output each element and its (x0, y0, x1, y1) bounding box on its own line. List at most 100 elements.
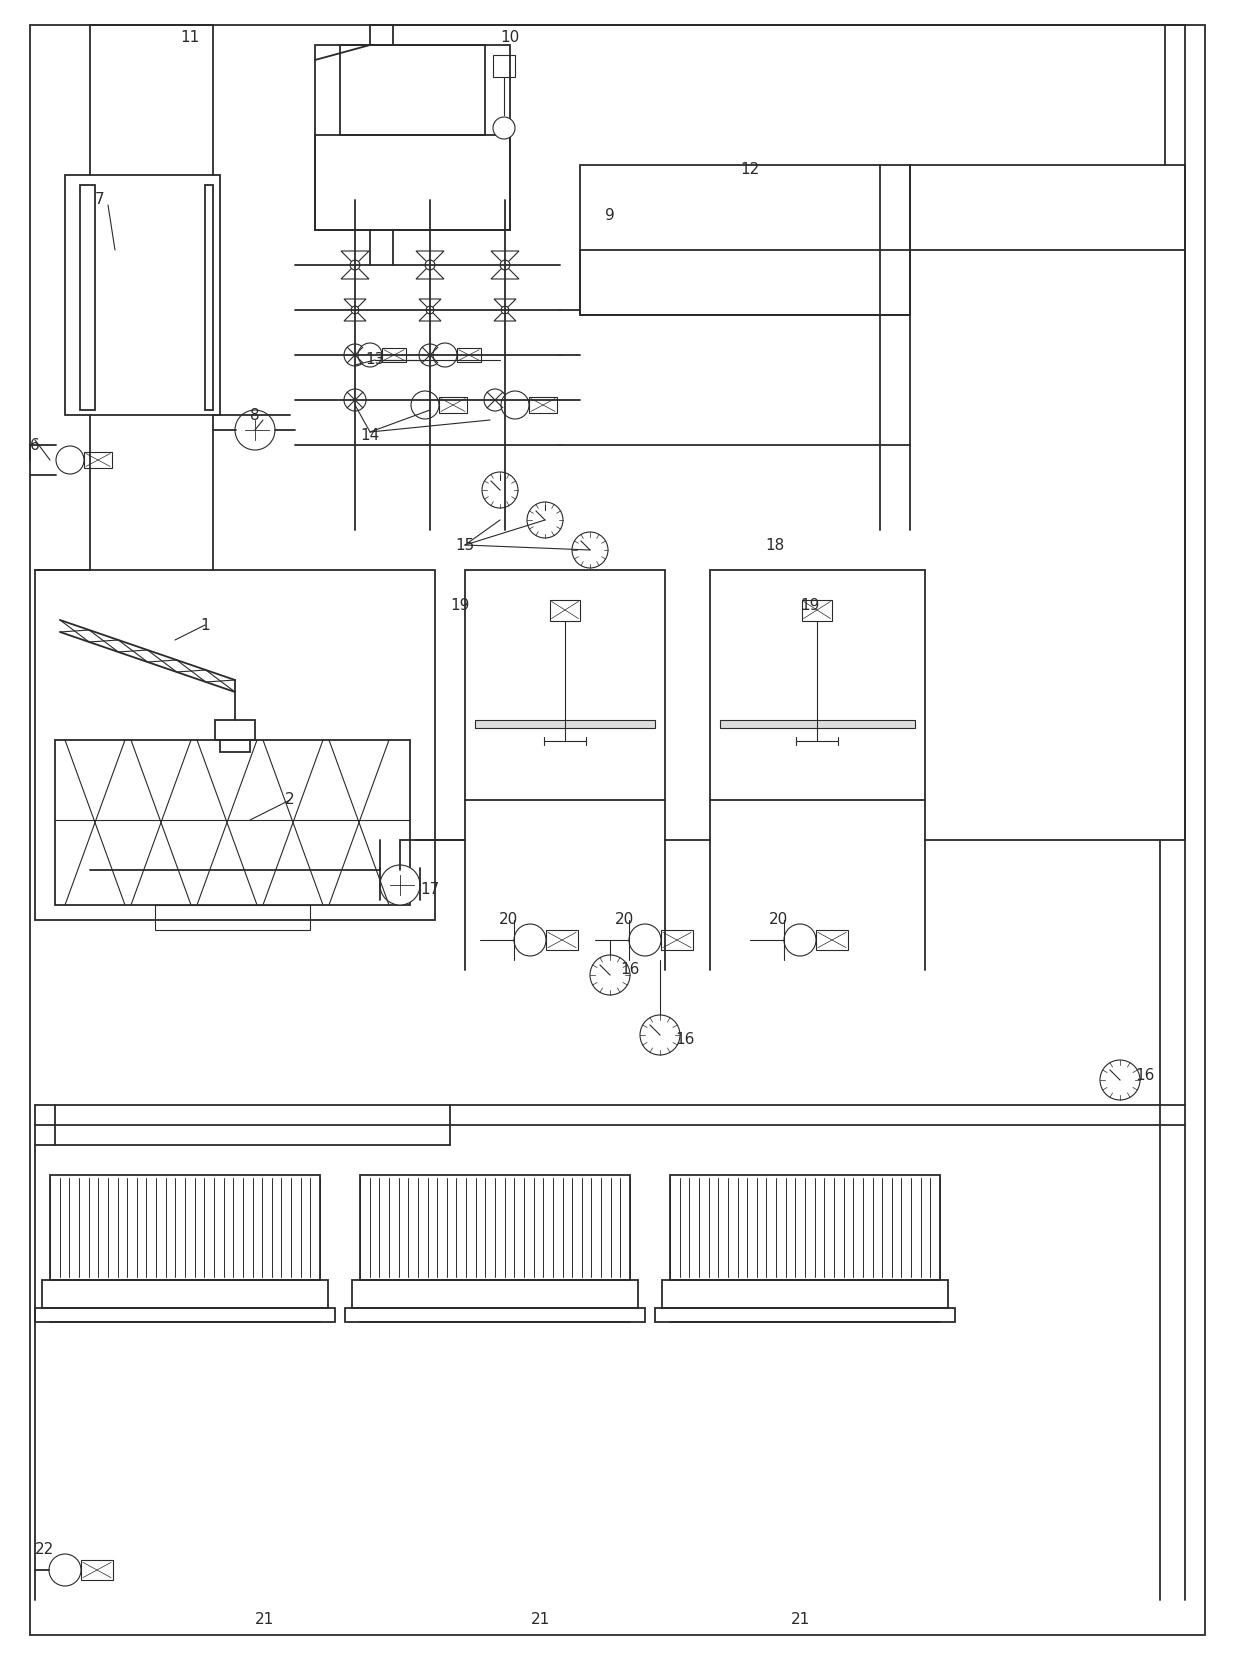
Circle shape (358, 342, 382, 367)
Text: 8: 8 (250, 407, 260, 423)
Bar (340, 45, 485, 135)
Bar (661, 930, 693, 950)
Bar (35, 569, 435, 920)
Bar (360, 1176, 630, 1279)
Bar (580, 250, 910, 316)
Bar (84, 451, 112, 468)
Bar (439, 396, 467, 414)
Text: 21: 21 (255, 1613, 274, 1628)
Circle shape (433, 342, 458, 367)
Circle shape (343, 389, 366, 411)
Circle shape (351, 306, 358, 314)
Circle shape (343, 344, 366, 366)
Bar (801, 600, 832, 621)
Bar (382, 347, 405, 362)
Text: 19: 19 (450, 598, 470, 613)
Bar (215, 720, 255, 740)
Text: 20: 20 (615, 912, 635, 927)
Text: 21: 21 (790, 1613, 810, 1628)
Text: 6: 6 (30, 438, 40, 453)
Bar (816, 930, 848, 950)
Text: 16: 16 (1136, 1067, 1154, 1082)
Polygon shape (343, 299, 366, 311)
Polygon shape (341, 266, 370, 279)
Bar (345, 1308, 645, 1323)
Circle shape (784, 924, 816, 955)
Polygon shape (415, 266, 444, 279)
Circle shape (56, 446, 84, 474)
Text: 20: 20 (498, 912, 517, 927)
Bar (155, 905, 310, 930)
Bar (315, 45, 510, 230)
Text: 2: 2 (285, 793, 295, 808)
Circle shape (572, 533, 608, 568)
Circle shape (425, 261, 435, 271)
Circle shape (515, 924, 546, 955)
Text: 11: 11 (180, 30, 200, 45)
Circle shape (527, 503, 563, 538)
Text: 20: 20 (769, 912, 787, 927)
Bar (494, 55, 515, 77)
Circle shape (501, 306, 508, 314)
Bar (55, 740, 410, 905)
Polygon shape (494, 299, 516, 311)
Text: 16: 16 (676, 1032, 694, 1047)
Circle shape (50, 1555, 81, 1586)
Bar (711, 569, 925, 800)
Bar (205, 185, 213, 411)
Polygon shape (419, 299, 441, 311)
Text: 1: 1 (200, 618, 210, 633)
Bar (662, 1279, 949, 1308)
Bar (549, 600, 580, 621)
Polygon shape (415, 250, 444, 266)
Polygon shape (343, 311, 366, 321)
Text: 18: 18 (765, 538, 785, 553)
Bar (315, 135, 510, 230)
Text: 15: 15 (455, 538, 475, 553)
Circle shape (500, 261, 510, 271)
Circle shape (501, 391, 529, 419)
Bar (458, 347, 481, 362)
Circle shape (640, 1015, 680, 1055)
Circle shape (427, 306, 434, 314)
Bar (465, 569, 665, 800)
Bar (81, 1560, 113, 1580)
Bar (475, 720, 655, 728)
Circle shape (379, 865, 420, 905)
Text: 13: 13 (366, 352, 384, 367)
Circle shape (410, 391, 439, 419)
Bar (580, 165, 910, 316)
Bar (546, 930, 578, 950)
Polygon shape (491, 266, 520, 279)
Circle shape (482, 473, 518, 508)
Bar (64, 175, 219, 416)
Text: 9: 9 (605, 207, 615, 222)
Text: 17: 17 (420, 882, 440, 897)
Polygon shape (341, 250, 370, 266)
Bar (219, 740, 250, 752)
Polygon shape (419, 311, 441, 321)
Bar (42, 1279, 329, 1308)
Circle shape (419, 344, 441, 366)
Bar (50, 1176, 320, 1279)
Bar (670, 1176, 940, 1279)
Text: 16: 16 (620, 962, 640, 977)
Circle shape (236, 411, 275, 449)
Circle shape (1100, 1060, 1140, 1101)
Bar (720, 720, 915, 728)
Polygon shape (494, 311, 516, 321)
Bar (529, 396, 557, 414)
Text: 7: 7 (95, 192, 105, 207)
Text: 14: 14 (361, 428, 379, 443)
Circle shape (484, 389, 506, 411)
Circle shape (590, 955, 630, 995)
Polygon shape (491, 250, 520, 266)
Bar (81, 185, 95, 411)
Text: 10: 10 (501, 30, 520, 45)
Bar (352, 1279, 639, 1308)
Circle shape (494, 117, 515, 139)
Bar (35, 1308, 335, 1323)
Circle shape (629, 924, 661, 955)
Circle shape (350, 261, 360, 271)
Text: 19: 19 (800, 598, 820, 613)
